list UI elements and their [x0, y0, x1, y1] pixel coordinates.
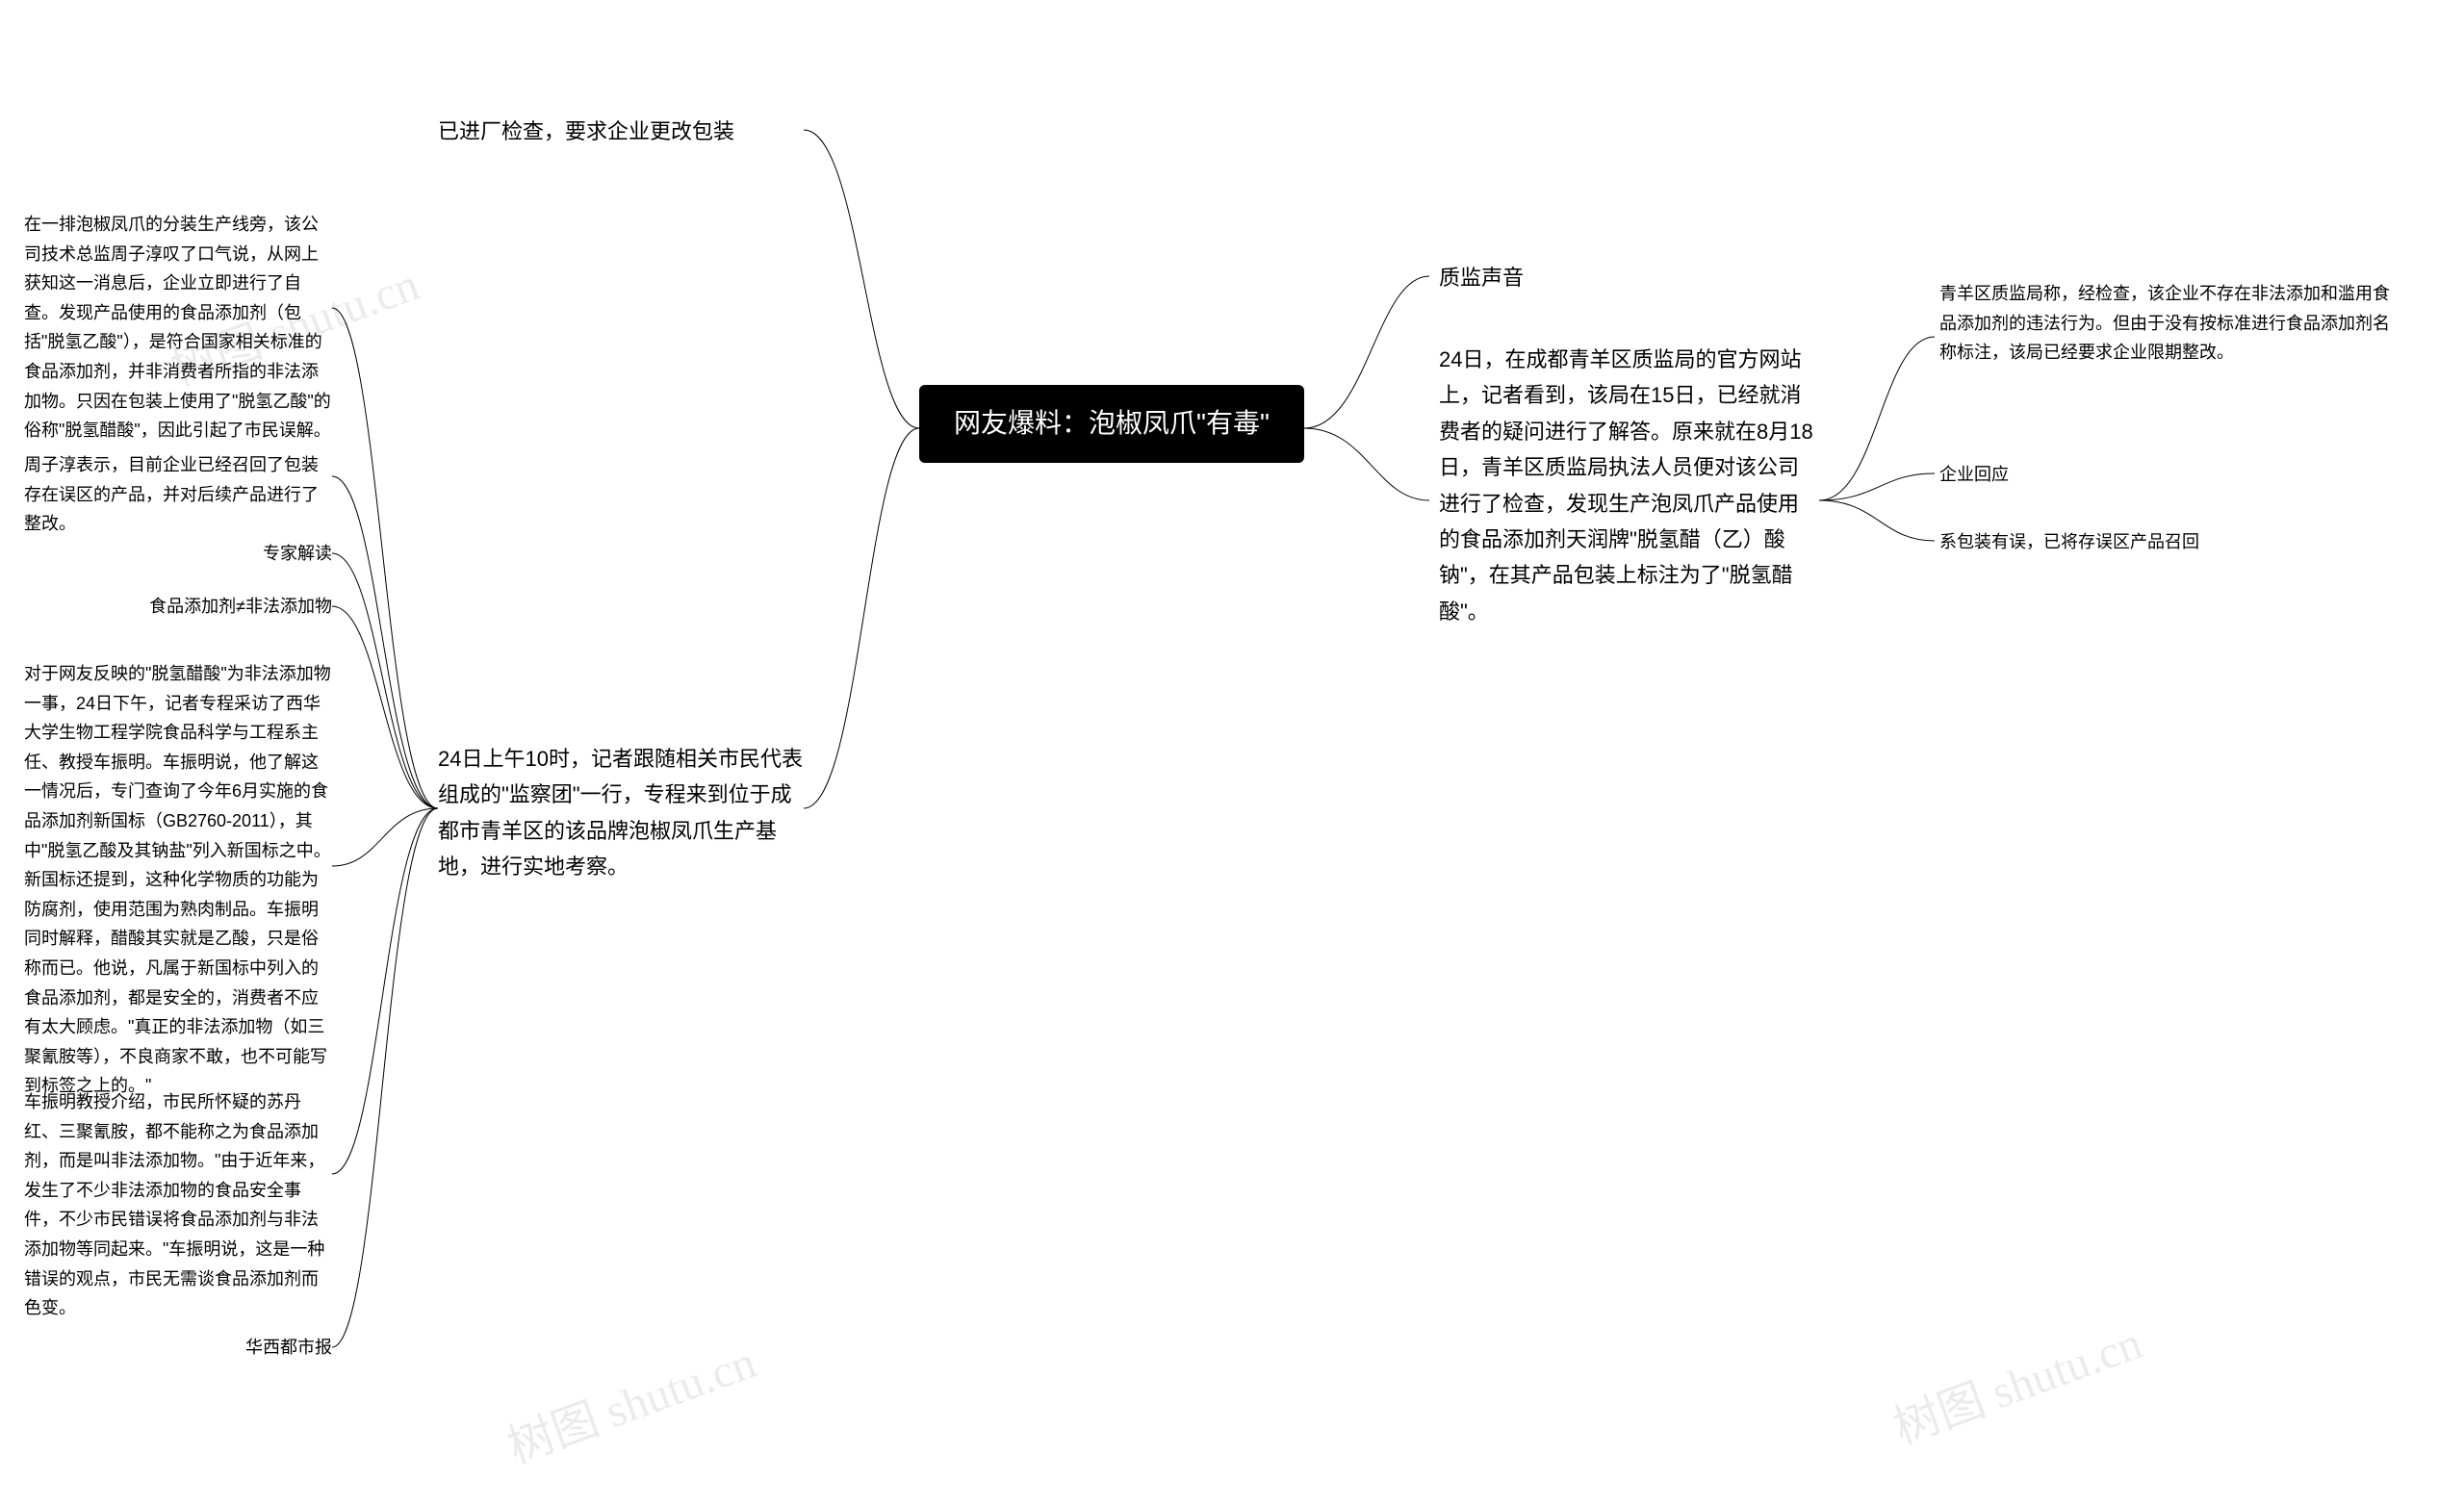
right-node-voice: 质监声音: [1439, 260, 1824, 295]
root-label: 网友爆料：泡椒凤爪"有毒": [954, 408, 1270, 438]
right-leaf-recall: 系包装有误，已将存误区产品召回: [1939, 527, 2392, 557]
right-node-voice-label: 质监声音: [1439, 266, 1524, 290]
right-leaf-check: 青羊区质监局称，经检查，该企业不存在非法添加和滥用食品添加剂的违法行为。但由于没…: [1939, 279, 2392, 368]
left-leaf-3: 专家解读: [24, 539, 332, 569]
watermark: 树图 shutu.cn: [1883, 1305, 2149, 1457]
right-leaf-response-label: 企业回应: [1939, 465, 2009, 484]
left-leaf-7: 华西都市报: [24, 1333, 332, 1363]
left-leaf-4: 食品添加剂≠非法添加物: [24, 592, 332, 622]
left-leaf-4-label: 食品添加剂≠非法添加物: [149, 597, 332, 616]
left-leaf-7-label: 华西都市报: [245, 1338, 332, 1357]
right-node-detail: 24日，在成都青羊区质监局的官方网站上，记者看到，该局在15日，已经就消费者的疑…: [1439, 342, 1814, 629]
right-node-detail-label: 24日，在成都青羊区质监局的官方网站上，记者看到，该局在15日，已经就消费者的疑…: [1439, 347, 1813, 624]
left-node-top: 已进厂检查，要求企业更改包装: [438, 114, 804, 149]
left-leaf-3-label: 专家解读: [263, 544, 332, 563]
left-leaf-5-label: 对于网友反映的"脱氢醋酸"为非法添加物一事，24日下午，记者专程采访了西华大学生…: [24, 664, 331, 1095]
left-node-mid: 24日上午10时，记者跟随相关市民代表组成的"监察团"一行，专程来到位于成都市青…: [438, 741, 804, 885]
left-leaf-5: 对于网友反映的"脱氢醋酸"为非法添加物一事，24日下午，记者专程采访了西华大学生…: [24, 659, 332, 1101]
left-node-top-label: 已进厂检查，要求企业更改包装: [438, 119, 734, 143]
root-node: 网友爆料：泡椒凤爪"有毒": [919, 385, 1304, 463]
left-leaf-1: 在一排泡椒凤爪的分装生产线旁，该公司技术总监周子淳叹了口气说，从网上获知这一消息…: [24, 210, 332, 446]
right-leaf-check-label: 青羊区质监局称，经检查，该企业不存在非法添加和滥用食品添加剂的违法行为。但由于没…: [1939, 284, 2390, 362]
left-leaf-2-label: 周子淳表示，目前企业已经召回了包装存在误区的产品，并对后续产品进行了整改。: [24, 455, 319, 533]
left-leaf-2: 周子淳表示，目前企业已经召回了包装存在误区的产品，并对后续产品进行了整改。: [24, 450, 332, 539]
left-node-mid-label: 24日上午10时，记者跟随相关市民代表组成的"监察团"一行，专程来到位于成都市青…: [438, 747, 803, 879]
left-leaf-6: 车振明教授介绍，市民所怀疑的苏丹红、三聚氰胺，都不能称之为食品添加剂，而是叫非法…: [24, 1087, 332, 1323]
left-leaf-6-label: 车振明教授介绍，市民所怀疑的苏丹红、三聚氰胺，都不能称之为食品添加剂，而是叫非法…: [24, 1092, 324, 1317]
watermark: 树图 shutu.cn: [497, 1324, 763, 1476]
left-leaf-1-label: 在一排泡椒凤爪的分装生产线旁，该公司技术总监周子淳叹了口气说，从网上获知这一消息…: [24, 215, 331, 440]
right-leaf-response: 企业回应: [1939, 460, 2392, 490]
connectors: [0, 0, 2464, 1505]
right-leaf-recall-label: 系包装有误，已将存误区产品召回: [1939, 532, 2199, 551]
